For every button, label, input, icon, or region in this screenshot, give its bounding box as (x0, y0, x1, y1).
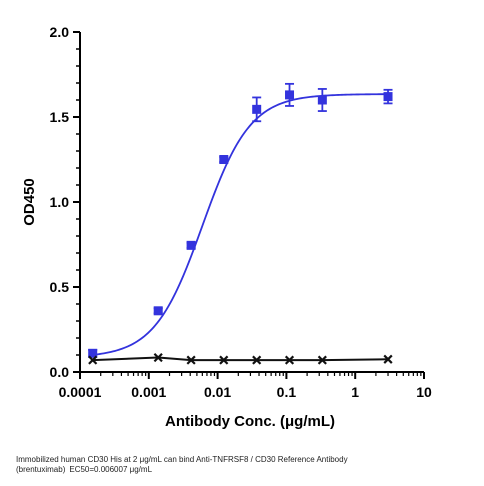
series-2-point (383, 354, 393, 364)
series-2-point (252, 355, 262, 365)
x-tick-label: 0.001 (131, 384, 166, 400)
series-2-curve (92, 356, 389, 362)
y-tick-label: 0.0 (50, 364, 70, 380)
y-axis-title: OD450 (21, 178, 38, 226)
series-2-point (186, 355, 196, 365)
fit-curves (92, 93, 389, 362)
series-1-point (88, 348, 98, 358)
series-1-point (153, 306, 163, 316)
x-tick-label: 0.01 (204, 384, 231, 400)
series-2-point (153, 352, 163, 363)
x-axis-title: Antibody Conc. (μg/mL) (165, 413, 335, 430)
x-tick-label: 10 (416, 384, 432, 400)
series-1-curve (92, 93, 389, 356)
series-1-point (252, 104, 262, 114)
y-tick-label: 0.5 (50, 279, 70, 295)
figure-caption: Immobilized human CD30 His at 2 μg/mL ca… (16, 455, 456, 475)
x-tick-label: 0.0001 (59, 384, 102, 400)
series-1-point (317, 95, 327, 105)
series-1-point (219, 155, 229, 164)
series-2-point (317, 355, 327, 365)
x-tick-label: 1 (351, 384, 359, 400)
y-tick-label: 1.0 (50, 194, 70, 210)
y-tick-label: 2.0 (50, 24, 70, 40)
series-2-point (284, 355, 295, 365)
series-1-point (186, 240, 196, 250)
series-1-point (383, 92, 393, 102)
series-2-point (88, 355, 98, 365)
caption-line-1: Immobilized human CD30 His at 2 μg/mL ca… (16, 455, 348, 464)
y-tick-label: 1.5 (50, 109, 70, 125)
series-1-point (285, 90, 295, 100)
caption-line-2: (brentuximab) EC50=0.006007 μg/mL (16, 465, 153, 474)
axes (79, 32, 424, 373)
ticks: 0.0 0.5 1.0 1.5 2.0 0.0001 0.001 0.01 0.1 1 10 (50, 24, 432, 400)
x-tick-label: 0.1 (277, 384, 297, 400)
data-marks (88, 82, 393, 365)
series-2-point (219, 355, 229, 365)
